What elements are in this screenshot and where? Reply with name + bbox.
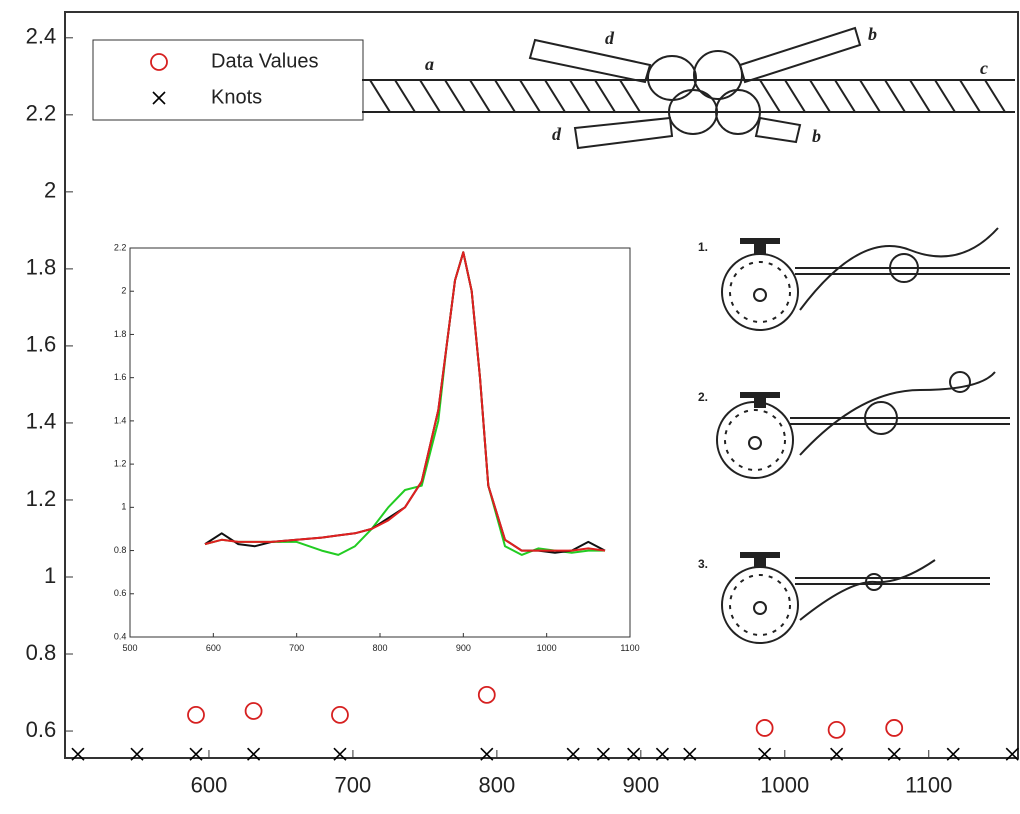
knot-marker — [566, 747, 580, 761]
x-tick-label: 500 — [122, 643, 137, 653]
y-tick-label: 1.4 — [26, 409, 57, 434]
x-tick-label: 1000 — [537, 643, 557, 653]
knot-marker — [247, 747, 261, 761]
knot-marker — [627, 747, 641, 761]
curve — [204, 251, 606, 552]
legend-label: Data Values — [211, 50, 318, 72]
y-tick-label: 1.6 — [114, 372, 127, 382]
y-tick-label: 1.8 — [114, 329, 127, 339]
data-point — [885, 719, 904, 737]
plot-area — [64, 11, 1019, 759]
y-tick-label: 1 — [121, 502, 126, 512]
x-tick-label: 600 — [206, 643, 221, 653]
y-tick-label: 1 — [44, 563, 56, 588]
legend-marker — [152, 91, 166, 105]
y-tick-label: 0.6 — [114, 588, 127, 598]
step-label: 2. — [698, 390, 708, 404]
rope-label: b — [812, 126, 821, 146]
data-point — [244, 702, 263, 720]
y-tick-label: 1.2 — [26, 486, 57, 511]
legend-marker — [150, 53, 168, 71]
rope-label: c — [980, 58, 988, 78]
knot-marker — [480, 747, 494, 761]
x-tick-label: 700 — [335, 772, 372, 797]
knot-marker — [1005, 747, 1019, 761]
legend-box — [92, 39, 364, 121]
y-tick-label: 0.6 — [26, 717, 57, 742]
y-tick-label: 2.2 — [114, 242, 127, 252]
data-point — [827, 720, 846, 739]
data-point — [755, 719, 774, 737]
x-tick-label: 700 — [289, 643, 304, 653]
x-tick-label: 1000 — [760, 772, 809, 797]
knot-marker — [946, 747, 960, 761]
y-tick-label: 1.6 — [26, 332, 57, 357]
knot-marker — [189, 747, 203, 761]
rope-label: d — [552, 124, 562, 144]
knot-marker — [683, 747, 697, 761]
y-tick-label: 1.4 — [114, 415, 127, 425]
y-tick-label: 2.4 — [26, 24, 57, 49]
x-tick-label: 800 — [372, 643, 387, 653]
knot-marker — [655, 747, 669, 761]
rope-illustration — [362, 26, 1015, 150]
y-tick-label: 2.2 — [26, 101, 57, 126]
data-point — [477, 685, 496, 704]
y-tick-label: 0.8 — [26, 640, 57, 665]
knot-marker — [333, 747, 347, 761]
step-label: 1. — [698, 240, 708, 254]
legend-label: Knots — [211, 86, 262, 108]
step-label: 3. — [698, 557, 708, 571]
knot-marker — [596, 747, 610, 761]
illustrations: a b c d d b 1. 2. 3. — [362, 24, 1015, 644]
x-tick-label: 1100 — [905, 772, 952, 797]
inset-background — [90, 238, 650, 662]
rope-label: b — [868, 24, 877, 44]
x-tick-label: 1100 — [620, 643, 639, 653]
data-point — [331, 705, 349, 724]
y-tick-label: 2 — [121, 286, 126, 296]
x-tick-label: 900 — [622, 772, 659, 797]
knot-marker — [887, 747, 901, 761]
rope-label: d — [605, 28, 615, 48]
knot-marker — [830, 747, 844, 761]
x-tick-label: 900 — [456, 643, 471, 653]
rope-label: a — [425, 54, 434, 74]
y-tick-label: 2 — [44, 178, 56, 203]
knot-marker — [71, 747, 85, 761]
knot-marker — [130, 747, 144, 761]
data-point — [187, 705, 205, 724]
y-tick-label: 0.4 — [114, 631, 127, 641]
y-tick-label: 1.8 — [26, 255, 57, 280]
knot-marker — [758, 747, 772, 761]
fishing-knot-illustration — [716, 227, 1010, 644]
y-tick-label: 0.8 — [114, 545, 127, 555]
x-tick-label: 600 — [191, 772, 228, 797]
y-tick-label: 1.2 — [114, 458, 127, 468]
x-tick-label: 800 — [479, 772, 516, 797]
